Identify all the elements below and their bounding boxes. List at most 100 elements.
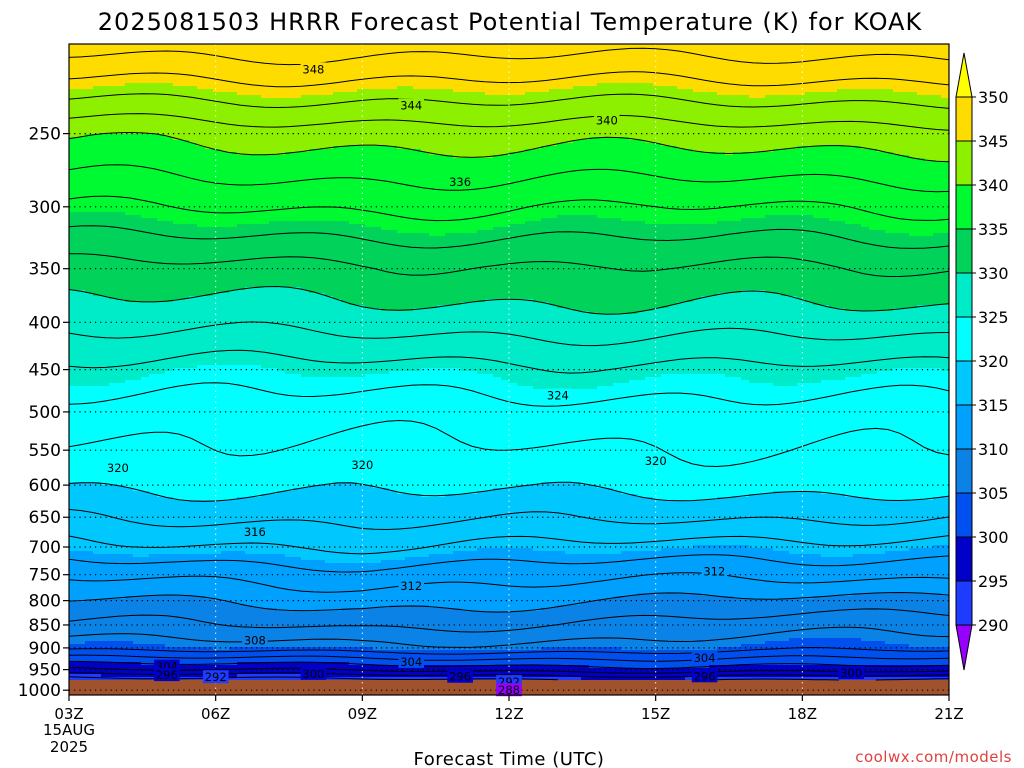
colorbar-segment <box>955 404 973 450</box>
contour-label-bg <box>398 98 424 112</box>
contour-label-320: 320 <box>107 461 129 475</box>
x-tick-label: 15Z <box>641 705 670 723</box>
contour-label-308: 308 <box>244 633 266 647</box>
y-tick-label: 550 <box>29 441 61 461</box>
colorbar-segment <box>955 360 973 406</box>
contour-314 <box>69 554 949 573</box>
contour-label-bg <box>105 461 131 474</box>
contour-label-320: 320 <box>351 458 373 472</box>
x-axis-label: Forecast Time (UTC) <box>414 749 605 768</box>
contour-300 <box>69 660 949 669</box>
colorbar-segment <box>955 140 973 186</box>
y-tick-label: 400 <box>29 313 61 333</box>
colorbar-label: 330 <box>978 264 1009 283</box>
contour-label-bg <box>349 458 376 472</box>
chart-title: 2025081503 HRRR Forecast Potential Tempe… <box>98 8 923 36</box>
colorbar-label: 300 <box>978 528 1009 547</box>
y-axis-pressure: 250 300 350 400 450 500 550 600 650 700 750 800 850 9… <box>18 125 69 701</box>
colorbar-segment <box>955 536 973 582</box>
contour-label-296: 296 <box>449 670 471 684</box>
y-tick-label: 500 <box>29 403 61 423</box>
contour-330 <box>69 285 949 315</box>
contour-label-bg <box>300 62 327 76</box>
colorbar-segment <box>955 492 973 538</box>
contour-label-bg <box>838 666 864 679</box>
x-axis-time: 03Z 06Z 09Z 12Z 15Z 18Z 21Z <box>54 695 964 723</box>
contour-label-324: 324 <box>547 389 569 403</box>
contour-308 <box>69 608 949 633</box>
y-tick-label: 950 <box>29 661 61 681</box>
colorbar-label: 340 <box>978 176 1009 195</box>
contour-label-340: 340 <box>596 114 618 128</box>
y-tick-label: 300 <box>29 198 61 218</box>
contour-312 <box>69 572 949 593</box>
colorbar-label: 325 <box>978 308 1009 327</box>
x-date-day: 15AUG <box>43 721 95 739</box>
colorbar-segment <box>955 96 973 142</box>
contour-label-bg <box>594 113 620 127</box>
contour-label-304: 304 <box>400 655 422 669</box>
contour-label-bg <box>202 670 229 684</box>
x-date-year: 2025 <box>50 738 88 756</box>
contour-label-336: 336 <box>449 175 471 189</box>
x-tick-label: 03Z <box>54 705 83 723</box>
credit-text: coolwx.com/models <box>855 748 1012 766</box>
colorbar-label: 350 <box>978 88 1009 107</box>
x-tick-label: 09Z <box>348 705 377 723</box>
colorbar-segment <box>955 228 973 274</box>
contour-336 <box>69 195 949 222</box>
contour-label-320: 320 <box>645 454 667 468</box>
y-tick-label: 600 <box>29 476 61 496</box>
contour-334 <box>69 225 949 249</box>
x-tick-label: 18Z <box>788 705 817 723</box>
colorbar-top-tip <box>955 52 973 98</box>
contour-label-292: 292 <box>205 670 227 684</box>
contour-label-312: 312 <box>703 565 725 579</box>
contour-label-bg <box>300 666 327 680</box>
colorbar-segment <box>955 184 973 230</box>
contour-label-bg <box>242 633 268 647</box>
contour-318 <box>69 508 949 531</box>
contour-label-bg <box>496 683 522 697</box>
colorbar-label: 305 <box>978 484 1009 503</box>
x-tick-label: 21Z <box>934 705 963 723</box>
colorbar-segment <box>955 580 973 626</box>
x-tick-label: 12Z <box>494 705 523 723</box>
contour-label-bg <box>398 578 424 592</box>
contour-label-bg <box>447 669 473 683</box>
contour-label-bg <box>701 564 728 578</box>
contour-label-300: 300 <box>840 666 862 680</box>
y-tick-label: 850 <box>29 616 61 636</box>
colorbar-label: 290 <box>978 616 1009 635</box>
contour-label-bg <box>545 388 571 402</box>
contour-label-300: 300 <box>302 667 324 681</box>
contour-label-304: 304 <box>694 651 716 665</box>
contour-label-296: 296 <box>156 668 178 682</box>
contour-label-296: 296 <box>694 669 716 683</box>
contour-label-288: 288 <box>498 683 520 697</box>
contour-label-bg <box>242 524 268 538</box>
y-tick-label: 900 <box>29 639 61 659</box>
colorbar-label: 310 <box>978 440 1009 459</box>
y-tick-label: 1000 <box>18 681 61 701</box>
y-tick-label: 250 <box>29 125 61 145</box>
contour-label-bg <box>642 454 669 467</box>
colorbar-bottom-tip <box>955 624 973 671</box>
y-tick-label: 450 <box>29 361 61 381</box>
colorbar-label: 335 <box>978 220 1009 239</box>
contour-338 <box>69 164 949 193</box>
y-tick-label: 350 <box>29 260 61 280</box>
contour-316 <box>69 535 949 555</box>
y-tick-label: 750 <box>29 566 61 586</box>
contour-labels: 348 344 340 336 324 320 320 320 316 312 312 308 304 3… <box>105 62 864 697</box>
x-tick-label: 06Z <box>201 705 230 723</box>
colorbar-label: 345 <box>978 132 1009 151</box>
contour-label-bg <box>691 651 718 664</box>
contour-label-bg <box>154 668 180 682</box>
contour-label-344: 344 <box>400 98 422 112</box>
colorbar-label: 315 <box>978 396 1009 415</box>
contour-label-bg <box>447 175 473 188</box>
colorbar-segment <box>955 272 973 318</box>
contour-label-bg <box>398 654 424 668</box>
